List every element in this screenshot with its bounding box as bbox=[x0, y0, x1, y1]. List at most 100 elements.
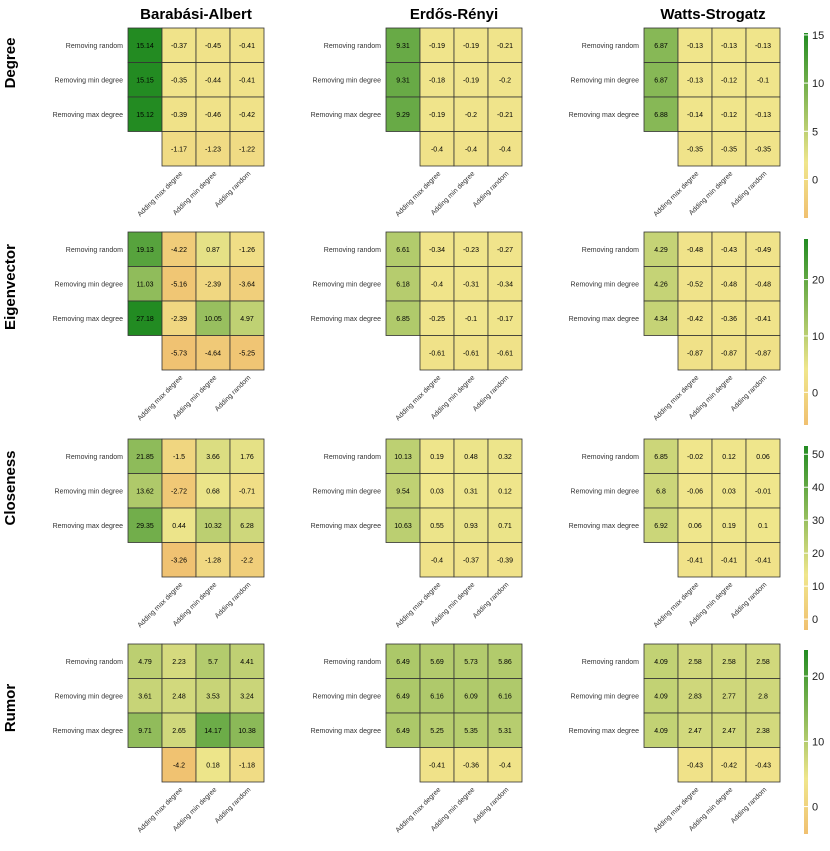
cell-removal-2-label: 4.09 bbox=[654, 728, 668, 735]
row-label: Removing min degree bbox=[571, 488, 640, 495]
cell-r1-c2-label: -0.1 bbox=[757, 77, 769, 84]
cell-adding-2-label: -1.22 bbox=[239, 146, 255, 153]
colorbar-degree: 0 5 10 15 bbox=[804, 30, 824, 218]
column-label: Adding random bbox=[214, 374, 253, 413]
cell-r1-c1-label: 0.31 bbox=[464, 488, 478, 495]
cell-r2-c1-label: -0.2 bbox=[465, 112, 477, 119]
cell-r1-c1-label: 0.03 bbox=[722, 488, 736, 495]
cell-r0-c0 bbox=[161, 438, 197, 474]
cell-r1-c2-label: -0.01 bbox=[755, 488, 771, 495]
cell-r0-c2-label: 2.58 bbox=[756, 659, 770, 666]
cell-r1-c2-label: 2.8 bbox=[758, 693, 768, 700]
cell-r1-c0 bbox=[161, 62, 197, 98]
row-label: Removing max degree bbox=[53, 523, 124, 530]
cell-removal-1 bbox=[127, 473, 163, 509]
cell-r1-c1-label: 0.68 bbox=[206, 488, 220, 495]
cell-removal-0 bbox=[643, 438, 679, 474]
cell-r0-c0 bbox=[419, 27, 455, 63]
colorbar-tick-label: 10 bbox=[812, 581, 824, 593]
colorbar-rumor: 0 10 20 bbox=[804, 650, 824, 834]
cell-r2-c1 bbox=[711, 96, 747, 132]
cell-r1-c1 bbox=[195, 678, 231, 714]
cell-adding-1-label: -4.64 bbox=[205, 350, 221, 357]
cell-r1-c0-label: -0.06 bbox=[687, 488, 703, 495]
colorbar-gradient bbox=[804, 239, 808, 425]
cell-removal-0-label: 4.09 bbox=[654, 659, 668, 666]
column-title-barabasi-albert: Barabási-Albert bbox=[140, 6, 252, 23]
column-label: Adding random bbox=[730, 581, 769, 620]
cell-removal-1-label: 4.09 bbox=[654, 693, 668, 700]
cell-r0-c0-label: -0.02 bbox=[687, 454, 703, 461]
cell-r1-c0-label: 6.16 bbox=[430, 693, 444, 700]
cell-removal-0 bbox=[385, 438, 421, 474]
cell-adding-1 bbox=[195, 747, 231, 783]
row-label: Removing random bbox=[582, 659, 639, 666]
cell-adding-2-label: -0.43 bbox=[755, 762, 771, 769]
cell-r1-c2-label: -0.48 bbox=[755, 281, 771, 288]
cell-r1-c1-label: 2.77 bbox=[722, 693, 736, 700]
cell-removal-2-label: 29.35 bbox=[136, 523, 154, 530]
row-title-closeness: Closeness bbox=[2, 450, 19, 525]
cell-removal-0-label: 15.14 bbox=[136, 43, 154, 50]
cell-r2-c0-label: -0.25 bbox=[429, 316, 445, 323]
cell-r1-c1-label: 6.09 bbox=[464, 693, 478, 700]
cell-r1-c2 bbox=[745, 62, 781, 98]
row-title-rumor: Rumor bbox=[2, 684, 19, 732]
cell-r0-c0 bbox=[161, 231, 197, 267]
cell-adding-0 bbox=[419, 542, 455, 578]
cell-adding-2-label: -0.39 bbox=[497, 557, 513, 564]
cell-adding-2 bbox=[487, 542, 523, 578]
cell-adding-2 bbox=[487, 131, 523, 167]
cell-r1-c1-label: -0.44 bbox=[205, 77, 221, 84]
cell-r1-c1 bbox=[195, 473, 231, 509]
cell-removal-0 bbox=[643, 643, 679, 679]
cell-r2-c2 bbox=[487, 507, 523, 543]
cell-r2-c0 bbox=[677, 96, 713, 132]
cell-adding-1-label: -0.36 bbox=[463, 762, 479, 769]
cell-r0-c2 bbox=[745, 438, 781, 474]
cell-r1-c2 bbox=[487, 473, 523, 509]
row-label: Removing max degree bbox=[311, 112, 382, 119]
cell-r0-c0-label: -0.13 bbox=[687, 43, 703, 50]
cell-r0-c1 bbox=[453, 27, 489, 63]
cell-removal-2-label: 15.12 bbox=[136, 112, 154, 119]
cell-removal-0-label: 6.85 bbox=[654, 454, 668, 461]
row-label: Removing max degree bbox=[53, 316, 124, 323]
cell-adding-1-label: -0.37 bbox=[463, 557, 479, 564]
cell-adding-0-label: -0.41 bbox=[687, 557, 703, 564]
cell-r0-c0 bbox=[419, 231, 455, 267]
colorbar-tick-label: 20 bbox=[812, 671, 824, 683]
colorbar-tick-label: 30 bbox=[812, 515, 824, 527]
panel-watts-strogatz-eigenvector: 4.29 -0.48 -0.43 -0.49 Removing random 4.26 -0… bbox=[569, 231, 781, 422]
cell-removal-1 bbox=[643, 62, 679, 98]
panel-barabasi-albert-closeness: 21.85 -1.5 3.66 1.76 Removing random 13.62 -2.… bbox=[53, 438, 265, 629]
cell-r1-c0 bbox=[677, 473, 713, 509]
colorbar-tick-label: 15 bbox=[812, 30, 824, 42]
row-label: Removing max degree bbox=[311, 728, 382, 735]
cell-adding-2 bbox=[229, 747, 265, 783]
cell-removal-1-label: 13.62 bbox=[136, 488, 154, 495]
colorbar-tick-label: 0 bbox=[812, 802, 818, 814]
row-label: Removing max degree bbox=[569, 112, 640, 119]
cell-r2-c2 bbox=[487, 712, 523, 748]
cell-r0-c1 bbox=[711, 438, 747, 474]
cell-removal-2-label: 10.63 bbox=[394, 523, 412, 530]
row-label: Removing random bbox=[66, 454, 123, 461]
cell-r1-c0 bbox=[419, 62, 455, 98]
cell-r2-c2 bbox=[229, 300, 265, 336]
cell-r0-c2-label: 0.06 bbox=[756, 454, 770, 461]
cell-r1-c1-label: -0.48 bbox=[721, 281, 737, 288]
cell-removal-1-label: 6.87 bbox=[654, 77, 668, 84]
cell-r0-c2-label: -1.26 bbox=[239, 247, 255, 254]
cell-r0-c0-label: 5.69 bbox=[430, 659, 444, 666]
cell-adding-1-label: -0.41 bbox=[721, 557, 737, 564]
column-label: Adding random bbox=[472, 581, 511, 620]
cell-r2-c1 bbox=[453, 507, 489, 543]
panel-watts-strogatz-degree: 6.87 -0.13 -0.13 -0.13 Removing random 6.87 -0… bbox=[569, 27, 781, 218]
row-label: Removing max degree bbox=[311, 316, 382, 323]
cell-r1-c2-label: -3.64 bbox=[239, 281, 255, 288]
cell-r1-c2 bbox=[229, 266, 265, 302]
cell-r2-c1-label: 10.32 bbox=[204, 523, 222, 530]
row-label: Removing min degree bbox=[55, 488, 124, 495]
cell-r0-c0-label: -1.5 bbox=[173, 454, 185, 461]
